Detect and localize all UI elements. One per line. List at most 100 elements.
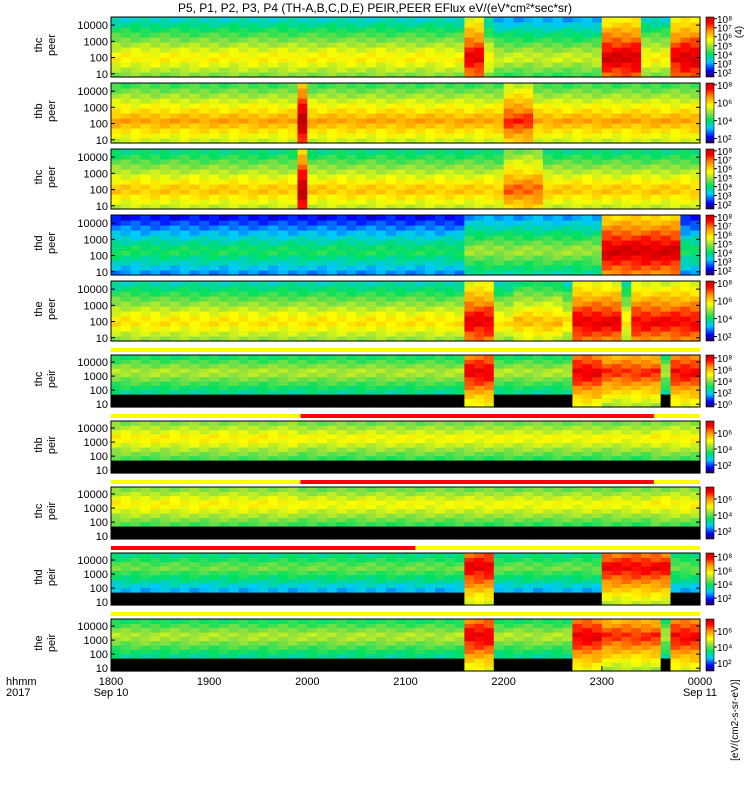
spectrogram-cell — [140, 255, 151, 261]
spectrogram-cell — [454, 225, 465, 231]
spectrogram-cell — [435, 225, 446, 231]
spectrogram-cell — [366, 230, 377, 236]
spectrogram-cell — [179, 331, 191, 337]
spectrogram-cell — [189, 42, 200, 48]
spectrogram-cell — [592, 270, 603, 276]
spectrogram-cell — [268, 460, 279, 465]
spectrogram-cell — [425, 83, 436, 89]
spectrogram-cell — [493, 265, 505, 271]
spectrogram-cell — [464, 265, 475, 271]
spectrogram-cell — [228, 394, 240, 399]
spectrogram-cell — [572, 306, 583, 312]
spectrogram-cell — [552, 270, 564, 276]
spectrogram-cell — [680, 398, 691, 404]
spectrogram-cell — [209, 67, 220, 73]
spectrogram-cell — [562, 255, 573, 261]
spectrogram-cell — [336, 455, 348, 461]
spectrogram-cell — [346, 468, 357, 474]
spectrogram-cell — [160, 235, 171, 241]
spectrogram-cell — [523, 128, 534, 134]
spectrogram-cell — [415, 250, 426, 256]
spectrogram-cell — [395, 159, 407, 165]
spectrogram-cell — [503, 311, 515, 317]
spectrogram-cell — [503, 88, 515, 94]
spectrogram-cell — [277, 52, 289, 58]
spectrogram-cell — [287, 296, 299, 302]
spectrogram-cell — [435, 103, 446, 109]
spectrogram-cell — [562, 174, 573, 180]
spectrogram-cell — [552, 32, 564, 38]
spectrogram-cell — [680, 372, 691, 378]
spectrogram-cell — [228, 402, 240, 408]
spectrogram-cell — [297, 311, 308, 317]
spectrogram-cell — [130, 421, 141, 426]
spectrogram-cell — [366, 291, 377, 297]
spectrogram-cell — [287, 363, 299, 369]
spectrogram-cell — [680, 394, 691, 399]
spectrogram-cell — [415, 83, 426, 89]
spectrogram-cell — [650, 215, 662, 221]
spectrogram-cell — [513, 372, 524, 378]
spectrogram-cell — [513, 455, 524, 461]
spectrogram-cell — [542, 113, 554, 119]
spectrogram-cell — [258, 442, 269, 448]
spectrogram-cell — [562, 169, 573, 175]
spectrogram-cell — [454, 108, 465, 114]
spectrogram-cell — [631, 199, 642, 205]
spectrogram-cell — [238, 381, 249, 386]
spectrogram-cell — [513, 442, 524, 448]
spectrogram-cell — [219, 301, 230, 307]
spectrogram-cell — [621, 169, 632, 175]
spectrogram-cell — [179, 250, 191, 256]
spectrogram-cell — [385, 118, 397, 124]
spectrogram-cell — [415, 220, 426, 226]
spectrogram-cell — [258, 296, 269, 302]
spectrogram-cell — [474, 42, 485, 48]
spectrogram-cell — [346, 52, 357, 58]
spectrogram-cell — [542, 230, 554, 236]
spectrogram-cell — [228, 108, 240, 114]
spectrogram-cell — [680, 154, 691, 160]
spectrogram-cell — [169, 57, 181, 63]
spectrogram-cell — [493, 108, 505, 114]
spectrogram-cell — [199, 235, 210, 241]
spectrogram-cell — [474, 451, 485, 457]
spectrogram-cell — [464, 389, 475, 395]
spectrogram-cell — [601, 215, 613, 221]
spectrogram-cell — [533, 245, 544, 251]
spectrogram-cell — [228, 336, 240, 342]
spectrogram-cell — [484, 133, 495, 139]
spectrogram-cell — [415, 47, 426, 53]
spectrogram-cell — [366, 363, 377, 369]
spectrogram-cell — [366, 359, 377, 365]
spectrogram-cell — [297, 301, 308, 307]
spectrogram-cell — [435, 394, 446, 399]
spectrogram-cell — [572, 296, 583, 302]
spectrogram-cell — [297, 447, 308, 452]
spectrogram-cell — [356, 103, 367, 109]
spectrogram-cell — [228, 429, 240, 435]
spectrogram-cell — [268, 265, 279, 271]
spectrogram-cell — [287, 93, 299, 99]
spectrogram-cell — [238, 291, 249, 297]
spectrogram-cell — [199, 88, 210, 94]
spectrogram-cell — [405, 83, 416, 89]
spectrogram-cell — [474, 103, 485, 109]
spectrogram-cell — [169, 108, 181, 114]
spectrogram-cell — [493, 103, 505, 109]
spectrogram-cell — [258, 359, 269, 365]
spectrogram-cell — [464, 133, 475, 139]
spectrogram-cell — [523, 376, 534, 382]
spectrogram-cell — [179, 265, 191, 271]
spectrogram-cell — [199, 225, 210, 231]
spectrogram-cell — [336, 291, 348, 297]
spectrogram-cell — [346, 434, 357, 439]
spectrogram-cell — [366, 220, 377, 226]
spectrogram-cell — [464, 394, 475, 399]
spectrogram-cell — [111, 336, 122, 342]
spectrogram-cell — [552, 225, 564, 231]
spectrogram-cell — [209, 451, 220, 457]
spectrogram-cell — [592, 291, 603, 297]
spectrogram-cell — [435, 402, 446, 408]
spectrogram-cell — [631, 138, 642, 144]
